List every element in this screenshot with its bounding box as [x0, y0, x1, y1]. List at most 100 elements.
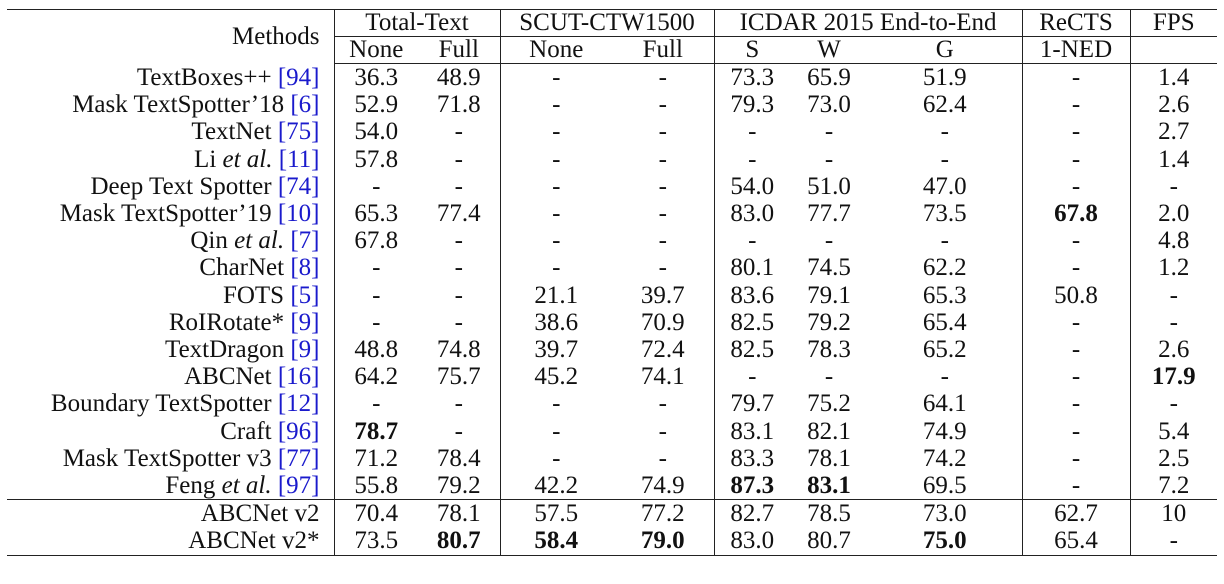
method-label: CharNet: [199, 254, 291, 282]
table-cell: -: [552, 64, 561, 91]
table-cell: 54.0: [354, 118, 399, 146]
subheader-scut-full: Full: [612, 36, 715, 64]
table-cell: 67.8: [1022, 200, 1131, 228]
table-cell: -: [418, 227, 501, 255]
subheader-icdar-s: S: [714, 36, 791, 64]
table-cell: 69.5: [868, 472, 1023, 500]
citation-link[interactable]: [16]: [277, 363, 320, 391]
citation-link[interactable]: [9]: [290, 336, 320, 364]
table-cell: 73.5: [868, 200, 1023, 228]
table-cell: -: [748, 227, 757, 255]
table-row: Feng et al. [97] 55.8 79.2 42.2 74.9 87.3 83.1…: [7, 472, 1217, 500]
table-cell: 65.3: [354, 200, 399, 228]
table-cell: -: [1022, 227, 1131, 255]
method-name: ABCNet v2*: [7, 527, 335, 556]
results-table: Methods Total-Text SCUT-CTW1500 ICDAR 20…: [7, 9, 1218, 556]
table-cell: -: [552, 417, 561, 445]
table-cell: -: [418, 417, 501, 445]
citation-link[interactable]: [75]: [277, 118, 320, 146]
table-cell: 71.8: [418, 91, 501, 119]
subheader-tt-none: None: [334, 36, 418, 64]
method-label: Mask TextSpotter’18: [72, 91, 291, 119]
table-cell: 2.5: [1158, 444, 1190, 472]
table-cell: 77.7: [807, 200, 851, 228]
table-cell: 52.9: [354, 91, 399, 119]
citation-link[interactable]: [97]: [277, 472, 320, 500]
rects-header: ReCTS: [1022, 9, 1131, 37]
subheader-tt-full: Full: [418, 36, 501, 64]
table-cell: 1.2: [1158, 254, 1190, 282]
table-cell: 65.3: [868, 281, 1023, 309]
method-name: Boundary TextSpotter [12]: [7, 390, 335, 418]
table-cell: -: [418, 254, 501, 282]
table-cell: 48.8: [354, 336, 399, 364]
table-cell: 5.4: [1158, 417, 1190, 445]
citation-link[interactable]: [74]: [277, 172, 320, 200]
citation-link[interactable]: [12]: [277, 390, 320, 418]
table-row: Mask TextSpotter’19 [10] 65.3 77.4- -83.0 77…: [7, 200, 1217, 228]
method-label-italic: et al.: [222, 145, 273, 173]
table-cell: 74.2: [868, 444, 1023, 473]
table-cell: -: [418, 281, 501, 309]
table-cell: 38.6: [534, 308, 579, 336]
table-cell: -: [552, 172, 561, 200]
table-cell: 83.0: [730, 200, 775, 228]
table-cell: 73.3: [730, 64, 775, 91]
table-cell: -: [418, 118, 501, 146]
table-cell: -: [552, 145, 561, 173]
citation-link[interactable]: [10]: [277, 200, 320, 228]
table-cell: 50.8: [1022, 281, 1131, 309]
citation-link[interactable]: [9]: [290, 308, 320, 336]
table-row: Mask TextSpotter v3 [77] 71.2 78.4- -83.3 78…: [7, 444, 1217, 473]
fps-header: FPS: [1130, 9, 1218, 37]
citation-link[interactable]: [7]: [290, 227, 320, 255]
method-label: ABCNet v2*: [188, 527, 320, 555]
table-cell: 77.4: [418, 200, 501, 228]
method-name: Li et al. [11]: [7, 145, 335, 173]
table-cell: 73.0: [868, 499, 1023, 528]
method-name: TextNet [75]: [7, 118, 335, 146]
table-cell: 80.7: [790, 527, 869, 556]
table-cell: 79.7: [730, 390, 775, 418]
subheader-icdar-g: G: [868, 36, 1023, 64]
method-name: ABCNet v2: [7, 499, 335, 528]
table-cell: -: [612, 200, 715, 228]
table-cell: -: [1022, 172, 1131, 201]
table-cell: 45.2: [534, 363, 579, 391]
table-cell: -: [612, 118, 715, 146]
citation-link[interactable]: [5]: [290, 281, 320, 309]
table-row: CharNet [8] - - - -80.1 74.5 62.2-1.2: [7, 254, 1217, 282]
table-cell: -: [552, 118, 561, 146]
table-cell: -: [418, 145, 501, 173]
method-label: Deep Text Spotter: [90, 172, 278, 200]
citation-link[interactable]: [8]: [290, 254, 320, 282]
table-cell: 62.4: [868, 91, 1023, 119]
table-cell: -: [372, 281, 381, 309]
method-label: ABCNet v2: [200, 500, 320, 528]
citation-link[interactable]: [77]: [277, 444, 320, 472]
citation-link[interactable]: [96]: [277, 417, 320, 445]
table-cell: 10: [1130, 499, 1218, 528]
table-cell: 79.0: [612, 527, 715, 556]
table-cell: 79.1: [807, 281, 851, 309]
method-name: Deep Text Spotter [74]: [7, 172, 335, 201]
table-cell: 65.4: [868, 308, 1023, 337]
table-cell: -: [612, 390, 715, 418]
table-cell: 72.4: [612, 336, 715, 364]
method-label: TextDragon: [165, 336, 291, 364]
header-row-sub: None Full None Full S W G 1-NED: [7, 36, 1218, 64]
table-cell: 78.1: [418, 499, 501, 528]
table-cell: -: [372, 308, 381, 336]
citation-link[interactable]: [11]: [278, 145, 320, 173]
method-name: Mask TextSpotter’19 [10]: [7, 200, 335, 228]
table-cell: 80.7: [418, 527, 501, 556]
table-cell: 65.2: [868, 336, 1023, 364]
citation-link[interactable]: [6]: [290, 91, 320, 119]
table-cell: -: [372, 390, 381, 418]
method-label: Craft: [220, 417, 278, 445]
citation-link[interactable]: [94]: [277, 63, 320, 91]
subheader-rects-ned: 1-NED: [1022, 36, 1131, 64]
table-cell: -: [372, 172, 381, 200]
table-cell: 62.7: [1022, 499, 1131, 528]
method-name: TextDragon [9]: [7, 336, 335, 364]
